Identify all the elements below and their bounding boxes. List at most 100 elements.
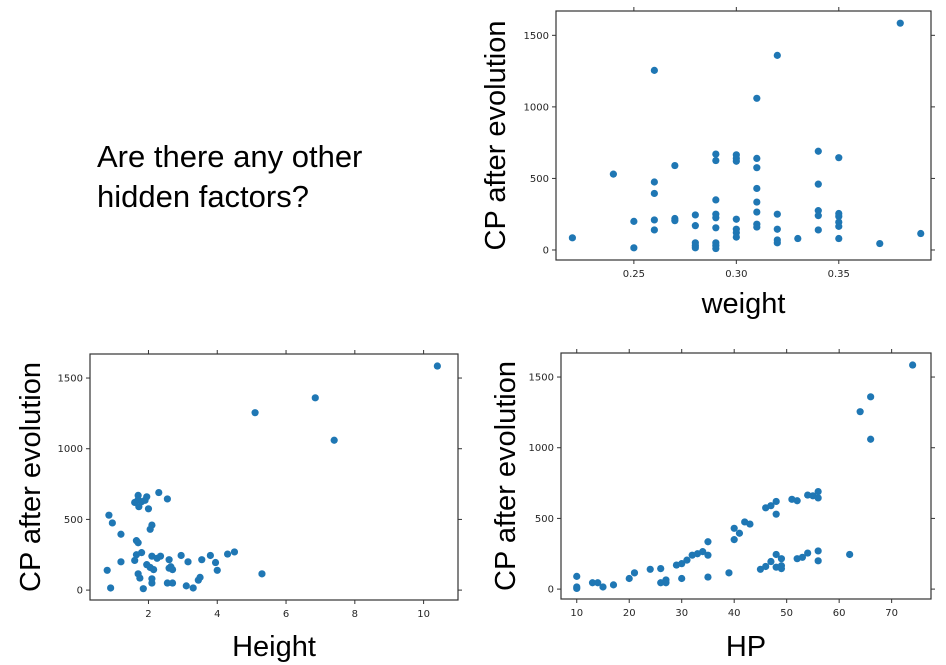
data-point bbox=[330, 436, 338, 444]
data-point bbox=[732, 233, 740, 241]
data-point bbox=[753, 94, 761, 102]
data-point bbox=[163, 495, 171, 503]
data-point bbox=[867, 435, 875, 443]
data-point bbox=[691, 222, 699, 230]
data-point bbox=[599, 583, 607, 591]
data-point bbox=[657, 565, 665, 573]
y-tick-label: 500 bbox=[535, 514, 554, 525]
data-point bbox=[107, 584, 115, 592]
y-tick-label: 0 bbox=[543, 245, 549, 256]
data-point bbox=[753, 223, 761, 231]
data-point bbox=[137, 549, 146, 557]
data-point bbox=[814, 487, 822, 496]
y-tick-label: 1500 bbox=[58, 374, 83, 385]
y-tick-label: 1000 bbox=[529, 443, 554, 454]
x-tick-label: 60 bbox=[833, 608, 846, 619]
data-point bbox=[814, 212, 822, 220]
data-point bbox=[136, 574, 144, 582]
x-tick-label: 6 bbox=[283, 609, 289, 620]
data-point bbox=[258, 570, 266, 578]
data-point bbox=[712, 224, 720, 232]
data-point bbox=[683, 556, 691, 564]
data-point bbox=[814, 180, 822, 188]
x-tick-label: 50 bbox=[780, 608, 793, 619]
data-point bbox=[753, 164, 761, 172]
data-point bbox=[773, 239, 781, 247]
y-tick-label: 1500 bbox=[529, 373, 554, 384]
y-tick-label: 1000 bbox=[524, 102, 549, 113]
data-point bbox=[211, 558, 220, 567]
data-point bbox=[103, 566, 111, 574]
data-point bbox=[856, 408, 864, 416]
data-point bbox=[814, 147, 822, 155]
data-point bbox=[746, 520, 754, 528]
data-point bbox=[131, 556, 139, 565]
data-point bbox=[165, 556, 173, 564]
data-point bbox=[814, 557, 822, 565]
data-point bbox=[814, 226, 822, 234]
data-point bbox=[704, 573, 712, 581]
data-point bbox=[230, 548, 239, 556]
data-point bbox=[772, 550, 780, 559]
data-point bbox=[773, 210, 781, 218]
data-point bbox=[846, 550, 854, 559]
data-point bbox=[753, 208, 761, 216]
data-point bbox=[189, 584, 197, 592]
data-point bbox=[704, 538, 712, 546]
data-point bbox=[867, 393, 875, 401]
data-point bbox=[772, 510, 780, 518]
data-point bbox=[712, 150, 720, 158]
x-tick-label: 10 bbox=[570, 608, 583, 619]
data-point bbox=[773, 51, 781, 59]
data-point bbox=[691, 211, 699, 219]
data-point bbox=[712, 214, 720, 222]
data-point bbox=[105, 511, 113, 519]
data-point bbox=[573, 572, 581, 580]
data-point bbox=[650, 189, 658, 198]
chart-hp: 10 20 30 40 50 60 70 0 500 1000 1500 HP CP after evo… bbox=[490, 349, 935, 663]
x-axis-label: weight bbox=[701, 288, 786, 320]
data-point bbox=[143, 493, 151, 501]
data-point bbox=[155, 488, 163, 497]
data-point bbox=[712, 196, 720, 204]
data-point bbox=[671, 217, 679, 225]
data-point bbox=[814, 207, 822, 215]
data-point bbox=[712, 244, 720, 253]
data-point bbox=[804, 549, 812, 557]
data-point bbox=[835, 234, 843, 243]
y-axis-label: CP after evolution bbox=[490, 361, 522, 591]
data-point bbox=[767, 502, 775, 510]
y-tick-label: 0 bbox=[77, 586, 83, 597]
data-point bbox=[804, 491, 812, 499]
y-tick-label: 1500 bbox=[524, 31, 549, 42]
data-point bbox=[139, 585, 147, 593]
data-point bbox=[150, 566, 158, 574]
data-point bbox=[772, 497, 780, 506]
x-tick-label: 20 bbox=[623, 608, 636, 619]
data-point bbox=[568, 234, 576, 242]
data-point bbox=[732, 157, 740, 165]
y-axis-label: CP after evolution bbox=[15, 362, 47, 592]
data-point bbox=[196, 573, 204, 581]
data-point bbox=[646, 565, 654, 573]
data-point bbox=[712, 156, 720, 165]
data-point bbox=[767, 557, 775, 566]
data-point bbox=[609, 170, 617, 178]
x-tick-label: 0.35 bbox=[828, 269, 850, 280]
data-point bbox=[311, 394, 319, 402]
x-tick-label: 10 bbox=[417, 609, 430, 620]
data-point bbox=[213, 566, 221, 574]
data-point bbox=[662, 579, 670, 587]
data-point bbox=[725, 569, 733, 577]
data-point bbox=[117, 530, 125, 538]
data-point bbox=[650, 178, 658, 186]
y-tick-label: 1000 bbox=[58, 444, 83, 455]
x-tick-label: 40 bbox=[728, 608, 741, 619]
data-point bbox=[678, 574, 686, 583]
data-point bbox=[144, 505, 153, 513]
chart-height: 2 4 6 8 10 0 500 1000 1500 Height CP after evoluti… bbox=[15, 350, 462, 663]
x-tick-label: 0.30 bbox=[725, 269, 747, 280]
data-point bbox=[835, 212, 843, 220]
data-point bbox=[732, 215, 740, 223]
data-point bbox=[730, 524, 738, 532]
